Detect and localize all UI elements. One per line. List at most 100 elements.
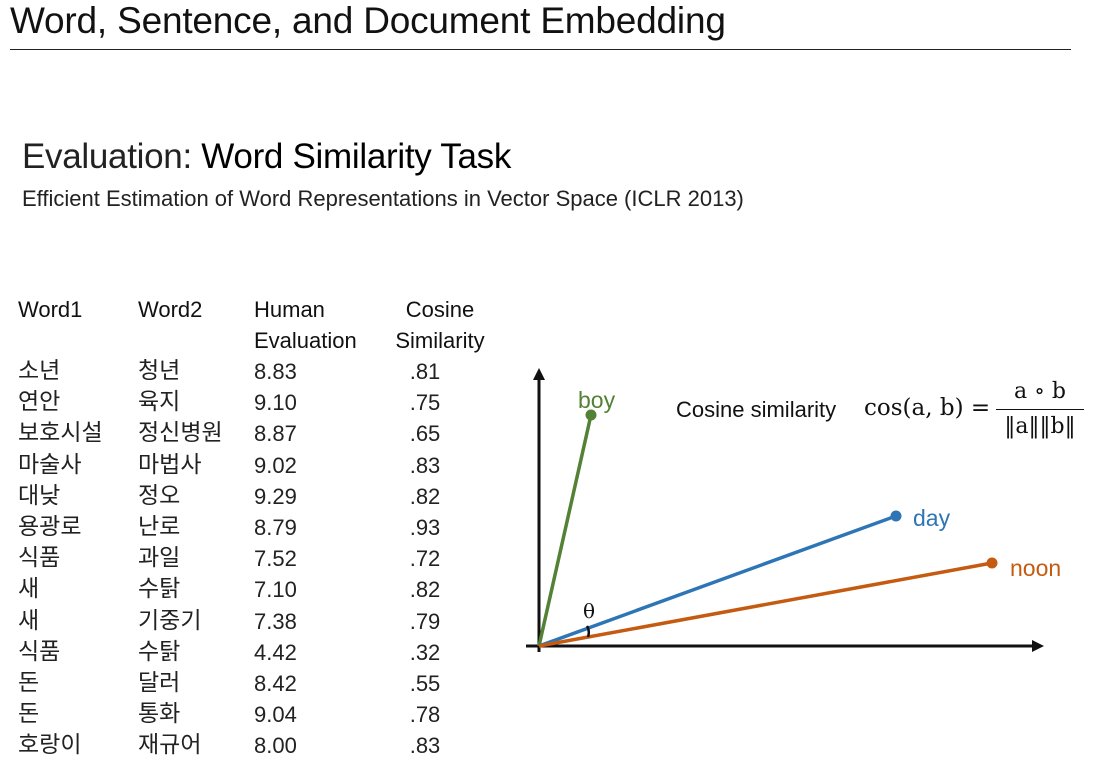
cosine-score-cell: .82 <box>409 483 441 509</box>
fraction-bar <box>996 409 1084 410</box>
word2-cell: 통화 <box>138 701 181 728</box>
word2-cell: 정신병원 <box>138 420 223 447</box>
word1-cell: 새 <box>18 607 40 634</box>
human-score-cell: 8.87 <box>254 421 297 447</box>
word1-cell: 용광로 <box>18 514 82 541</box>
human-score-cell: 7.52 <box>254 546 297 572</box>
table-body: 소년 청년 8.83 .81 연안 육지 9.10 .75 보호시설 정신병원 8.87 .65 마술사… <box>18 356 505 762</box>
table-row: 대낮 정오 9.29 .82 <box>18 481 505 512</box>
table-row: 새 기중기 7.38 .79 <box>18 606 505 637</box>
vector-boy-endpoint <box>585 409 597 421</box>
cosine-score-cell: .83 <box>409 733 441 759</box>
word1-cell: 식품 <box>18 545 61 572</box>
column-header-line: Word1 <box>18 297 83 322</box>
cosine-score-cell: .65 <box>409 421 441 447</box>
word1-cell: 소년 <box>18 358 61 384</box>
heading-emphasis: Word Similarity Task <box>201 137 512 176</box>
word-similarity-table: Word1 Word2 Human Evaluation Cosine Similarit… <box>18 294 505 762</box>
column-header: Human Evaluation <box>254 294 375 356</box>
section-heading: Evaluation: Word Similarity Task <box>22 137 511 177</box>
word2-cell: 과일 <box>138 545 181 572</box>
word2-cell: 기중기 <box>138 607 202 634</box>
column-header-line: Evaluation <box>254 328 357 353</box>
word2-cell: 재규어 <box>138 732 202 759</box>
human-score-cell: 7.38 <box>254 608 297 634</box>
word2-cell: 청년 <box>138 358 181 384</box>
table-row: 돈 달러 8.42 .55 <box>18 668 505 699</box>
word2-cell: 육지 <box>138 389 181 416</box>
word2-cell: 달러 <box>138 670 181 697</box>
word1-cell: 호랑이 <box>18 732 82 759</box>
table-row: 보호시설 정신병원 8.87 .65 <box>18 418 505 449</box>
table-header-row: Word1 Word2 Human Evaluation Cosine Similarit… <box>18 294 505 356</box>
paper-citation: Efficient Estimation of Word Representat… <box>22 186 744 211</box>
word1-cell: 마술사 <box>18 451 82 478</box>
vector-noon-endpoint <box>986 557 998 569</box>
table-row: 용광로 난로 8.79 .93 <box>18 512 505 543</box>
vector-labels: boy day noon θ <box>578 387 1061 623</box>
human-score-cell: 8.00 <box>254 733 297 759</box>
formula-lhs: cos(a, b) = <box>864 395 991 421</box>
cosine-score-cell: .75 <box>409 390 441 416</box>
column-header: Cosine Similarity <box>375 294 505 356</box>
human-score-cell: 9.04 <box>254 702 297 728</box>
column-header: Word1 <box>18 294 138 356</box>
cosine-score-cell: .78 <box>409 702 441 728</box>
column-header-line: Human <box>254 297 325 322</box>
human-score-cell: 8.42 <box>254 671 297 697</box>
human-score-cell: 4.42 <box>254 639 297 665</box>
title-divider <box>10 49 1071 50</box>
axes <box>526 368 1044 652</box>
column-header-line: Word2 <box>138 297 203 322</box>
word1-cell: 돈 <box>18 670 40 697</box>
table-row: 연안 육지 9.10 .75 <box>18 387 505 418</box>
word1-cell: 식품 <box>18 638 61 665</box>
cosine-score-cell: .83 <box>409 452 441 478</box>
word1-cell: 돈 <box>18 701 40 728</box>
column-header-line: Cosine <box>405 297 475 322</box>
human-score-cell: 7.10 <box>254 577 297 603</box>
word2-cell: 수탉 <box>138 576 181 603</box>
x-axis-arrowhead <box>1032 640 1044 652</box>
word1-cell: 보호시설 <box>18 420 103 447</box>
vector-day-line <box>538 514 897 648</box>
word1-cell: 대낮 <box>18 482 61 509</box>
vector-noon-line <box>538 561 993 648</box>
cosine-score-cell: .82 <box>409 577 441 603</box>
word1-cell: 연안 <box>18 389 61 416</box>
formula-numerator: a ∘ b <box>1014 379 1066 404</box>
cosine-score-cell: .79 <box>409 608 441 634</box>
table-row: 새 수탉 7.10 .82 <box>18 574 505 605</box>
column-header-line: Similarity <box>395 328 485 353</box>
word2-cell: 마법사 <box>138 451 202 478</box>
cosine-score-cell: .55 <box>409 671 441 697</box>
column-header: Word2 <box>138 294 254 356</box>
cosine-score-cell: .72 <box>409 546 441 572</box>
vector-boy-line <box>537 414 593 647</box>
human-score-cell: 9.02 <box>254 452 297 478</box>
table-row: 식품 과일 7.52 .72 <box>18 543 505 574</box>
table-row: 식품 수탉 4.42 .32 <box>18 637 505 668</box>
vectors <box>537 409 998 648</box>
table-row: 호랑이 재규어 8.00 .83 <box>18 730 505 761</box>
human-score-cell: 9.10 <box>254 390 297 416</box>
word1-cell: 새 <box>18 576 40 603</box>
human-score-cell: 8.83 <box>254 359 297 384</box>
heading-prefix: Evaluation: <box>22 137 202 176</box>
angle-arc <box>585 625 591 638</box>
human-score-cell: 8.79 <box>254 515 297 541</box>
vector-label: boy <box>578 387 616 413</box>
cosine-score-cell: .32 <box>409 639 441 665</box>
word2-cell: 정오 <box>138 482 181 509</box>
angle-theta-label: θ <box>583 599 595 623</box>
slide-title: Word, Sentence, and Document Embedding <box>10 0 726 41</box>
cosine-score-cell: .81 <box>409 359 441 384</box>
vector-label: day <box>913 505 951 531</box>
vector-label: noon <box>1010 555 1061 581</box>
cosine-score-cell: .93 <box>409 515 441 541</box>
word2-cell: 수탉 <box>138 638 181 665</box>
human-score-cell: 9.29 <box>254 483 297 509</box>
formula-fraction: a ∘ b ‖a‖‖b‖ <box>996 378 1084 441</box>
table-row: 돈 통화 9.04 .78 <box>18 699 505 730</box>
